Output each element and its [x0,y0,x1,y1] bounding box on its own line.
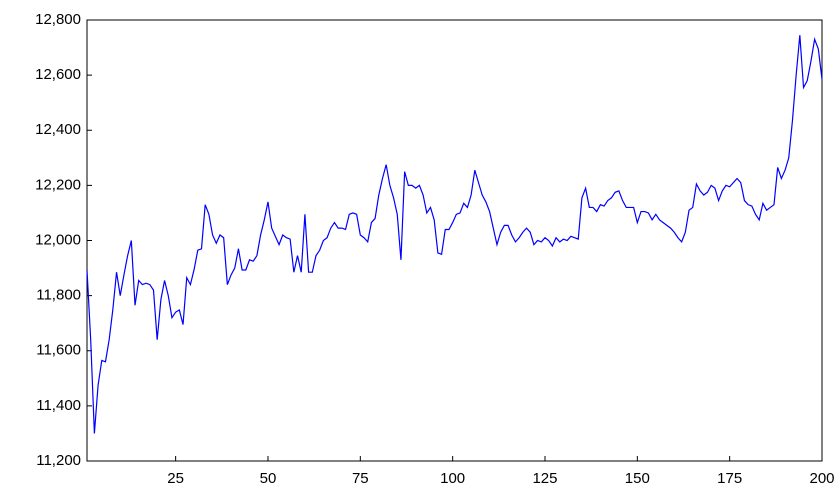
x-tick-label: 200 [809,470,834,487]
y-tick-label: 11,600 [36,342,81,359]
x-tick-label: 50 [260,470,277,487]
y-tick-label: 12,000 [35,231,81,248]
y-tick-label: 11,200 [36,452,81,469]
page: 11,200 11,400 11,600 11,800 12,000 12,200 12,4… [0,0,840,497]
x-tick-label: 175 [717,470,742,487]
x-tick-label: 125 [532,470,557,487]
plot-frame [87,20,822,461]
x-tick-label: 100 [440,470,465,487]
y-tick-label: 12,800 [35,11,81,28]
y-tick-label: 12,600 [35,66,81,83]
x-tick-label: 25 [167,470,184,487]
x-tick-label: 150 [625,470,650,487]
y-tick-label: 11,400 [36,397,81,414]
chart: 11,200 11,400 11,600 11,800 12,000 12,200 12,4… [0,0,840,497]
y-tick-label: 11,800 [36,287,81,304]
y-tick-label: 12,400 [35,121,81,138]
data-line [87,35,822,433]
x-tick-label: 75 [352,470,369,487]
y-tick-label: 12,200 [35,176,81,193]
